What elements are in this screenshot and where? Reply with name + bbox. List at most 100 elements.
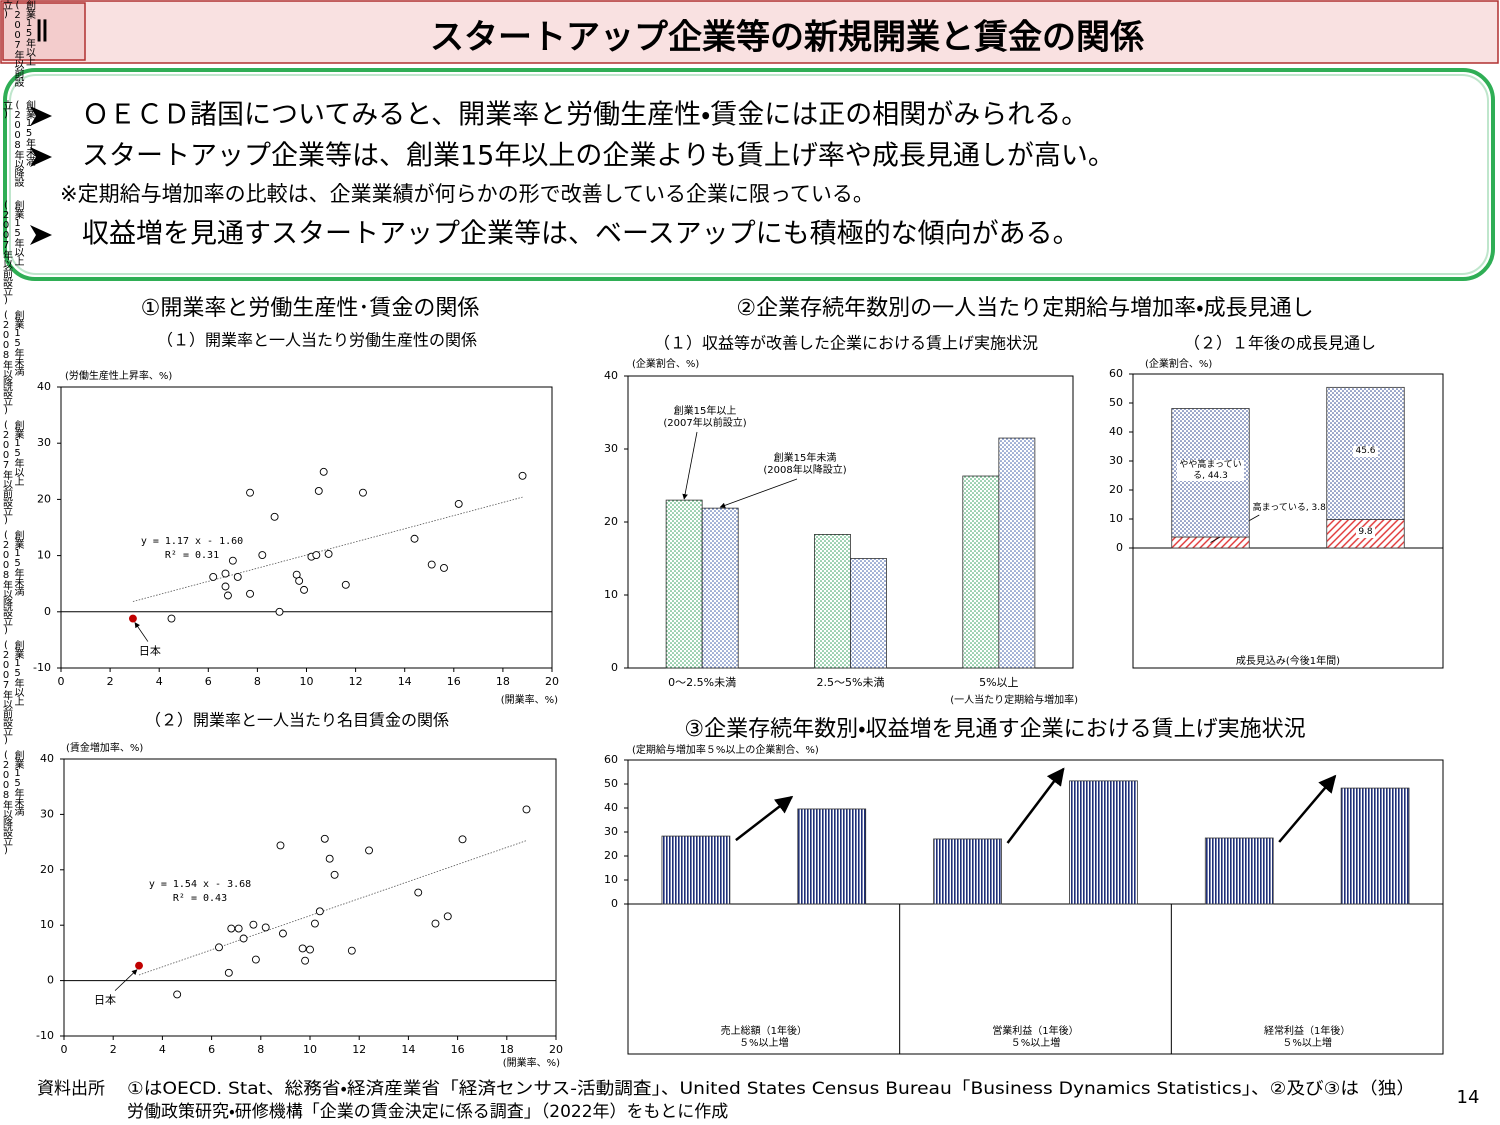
scatter-point — [173, 990, 182, 999]
scatter-point — [239, 934, 248, 943]
bar — [665, 499, 703, 669]
x-tick-label: 20 — [549, 1043, 563, 1056]
scatter-point — [275, 607, 284, 616]
value-label: 9.8 — [1331, 526, 1401, 538]
bullet-marker — [30, 147, 52, 167]
y-tick-label: 0 — [611, 897, 618, 910]
bar — [814, 534, 851, 669]
x-tick-label: 2 — [107, 675, 114, 688]
scatter-point — [215, 943, 223, 952]
y-tick-label: 30 — [604, 825, 618, 838]
y-tick-label: 40 — [1109, 425, 1123, 438]
summary-bullet: 収益増を見通すスタートアップ企業等は、ベースアップにも積極的な傾向がある。 — [82, 219, 1080, 250]
y-tick-label: 30 — [40, 807, 54, 820]
y-tick-label: 50 — [604, 777, 618, 790]
chart-title: （１）開業率と一人当たり労働生産性の関係 — [157, 331, 477, 350]
y-tick-label: 60 — [604, 753, 618, 766]
value-label: 45.6 — [1331, 446, 1401, 458]
x-tick-label: 18 — [500, 1043, 514, 1056]
section-title: ①開業率と労働生産性･賃金の関係 — [141, 296, 480, 321]
chart-title: （２）開業率と一人当たり名目賃金の関係 — [145, 711, 449, 730]
trend-r2: R² = 0.31 — [165, 550, 219, 561]
source-label: 資料出所 — [37, 1079, 105, 1099]
x-tick-label: 20 — [545, 675, 559, 688]
bar — [850, 558, 887, 669]
y-tick-label: 20 — [40, 863, 54, 876]
callout-arrow — [719, 478, 798, 509]
scatter-point — [431, 919, 440, 928]
header-bar — [0, 0, 1499, 64]
series-label: 創業15年未満 (2008年以降設立) — [0, 530, 24, 635]
x-tick-label: 6 — [205, 675, 212, 688]
scatter-point — [233, 573, 242, 581]
x-tick-label: 0 — [58, 675, 65, 688]
scatter-point — [128, 614, 137, 623]
scatter-point — [249, 920, 258, 929]
y-axis-label: (企業割合、%) — [632, 357, 699, 370]
x-tick-label: 12 — [352, 1043, 366, 1056]
y-tick-label: 20 — [604, 849, 618, 862]
scatter-point — [325, 854, 334, 863]
x-tick-label: 12 — [349, 675, 363, 688]
series-callout: 創業15年未満 (2008年以降設立) — [745, 453, 865, 477]
y-tick-label: 50 — [1109, 396, 1123, 409]
y-tick-label: 10 — [37, 549, 51, 562]
value-label: やや高まってい る, 44.3 — [1176, 459, 1246, 482]
y-tick-label: -10 — [33, 661, 51, 674]
scatter-point — [522, 805, 531, 814]
trend-equation: y = 1.17 x - 1.60 — [141, 536, 243, 547]
scatter-point — [301, 956, 310, 965]
page-number: 14 — [1457, 1087, 1480, 1108]
y-tick-label: 20 — [1109, 483, 1123, 496]
y-tick-label: 10 — [40, 918, 54, 931]
scatter-point — [427, 560, 436, 569]
x-tick-label: 14 — [398, 675, 412, 688]
x-tick-label: 創業15年以上 (2007年以前設立) — [0, 0, 35, 86]
bar — [1204, 837, 1274, 905]
plot-frame — [627, 759, 1444, 1055]
header-number: Ⅱ — [35, 15, 50, 50]
section-title: ②企業存続年数別の一人当たり定期給与増加率・成長見通し — [736, 296, 1313, 321]
summary-bullet: スタートアップ企業等は、創業15年以上の企業よりも賃上げ率や成長見通しが高い。 — [82, 141, 1115, 172]
scatter-point — [251, 955, 260, 964]
header-number-box — [2, 2, 86, 61]
scatter-point — [440, 564, 448, 572]
x-tick-label: 創業15年未満 (2008年以降設立) — [0, 100, 35, 186]
value-label: 高まっている, 3.8 — [1252, 502, 1326, 513]
scatter-point — [314, 487, 323, 495]
callout-arrow — [682, 431, 698, 500]
y-axis-label: (労働生産性上昇率、%) — [65, 369, 172, 382]
x-tick-label: 売上総額（1年後） ５%以上増 — [720, 1026, 808, 1049]
source-line: ①はOECD. Stat、総務省・経済産業省「経済センサス‐活動調査」、Unit… — [127, 1079, 1415, 1099]
x-axis-label: (開業率、%) — [503, 1056, 560, 1069]
scatter-point — [330, 870, 339, 879]
trend-r2: R² = 0.43 — [173, 893, 227, 904]
trendline — [132, 496, 523, 602]
header-title: スタートアップ企業等の新規開業と賃金の関係 — [430, 18, 1144, 58]
scatter-point — [312, 551, 321, 559]
scatter-point — [261, 923, 270, 932]
section-title: ③企業存続年数別・収益増を見通す企業における賃上げ実施状況 — [684, 717, 1305, 742]
series-label: 創業15年以上 (2007年以前設立) — [0, 640, 24, 745]
x-axis-label: (一人当たり定期給与増加率) — [950, 693, 1078, 706]
scatter-point — [300, 585, 308, 594]
y-tick-label: 30 — [37, 436, 51, 449]
scatter-point — [167, 614, 176, 623]
scatter-point — [246, 488, 254, 497]
y-tick-label: 0 — [47, 974, 54, 987]
scatter-point — [443, 912, 452, 921]
x-tick-label: 18 — [496, 675, 510, 688]
value-label-text: やや高まってい る, 44.3 — [1177, 459, 1244, 482]
scatter-point — [228, 556, 237, 565]
scatter-point — [320, 834, 329, 843]
y-tick-label: 0 — [611, 661, 618, 674]
y-axis-label: (企業割合、%) — [1145, 357, 1212, 370]
x-tick-label: 6 — [208, 1043, 215, 1056]
x-tick-label: 8 — [254, 675, 261, 688]
series-label: 創業15年以上 (2007年以前設立) — [0, 200, 24, 305]
scatter-point — [341, 580, 350, 589]
scatter-point — [278, 929, 287, 938]
point-label: 日本 — [94, 993, 116, 1007]
